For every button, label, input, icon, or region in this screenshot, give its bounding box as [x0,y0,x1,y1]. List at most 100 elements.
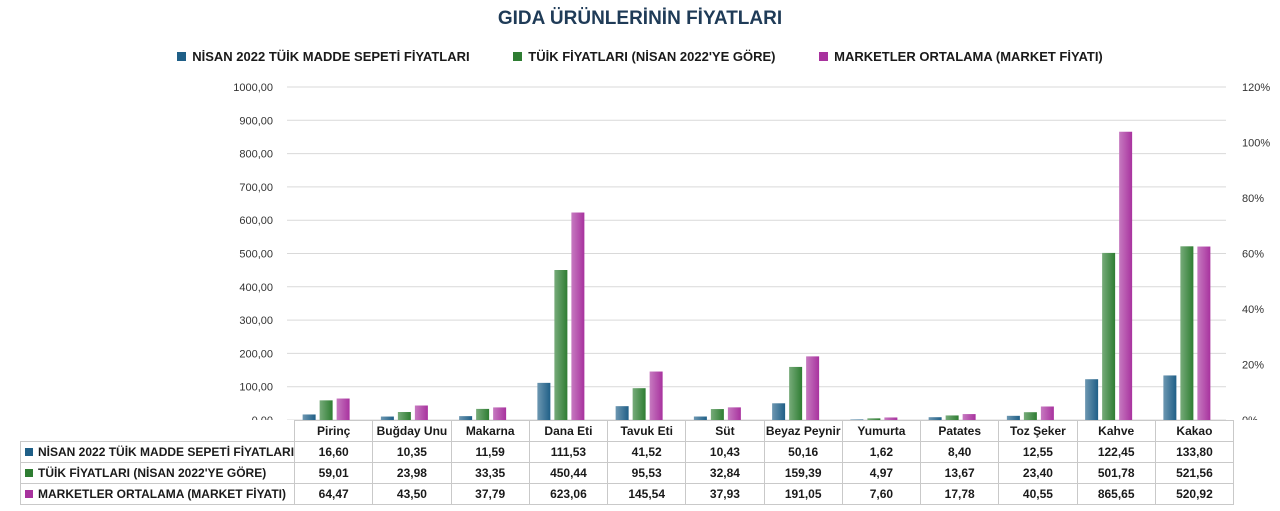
bar-series-1 [615,406,629,420]
bar-series-2 [554,270,568,420]
bar-series-3 [806,356,820,420]
bar-series-1 [459,416,473,420]
category-label: Kahve [1076,420,1156,442]
data-value: 8,40 [920,441,1000,463]
data-value: 122,45 [1076,441,1156,463]
data-value: 145,54 [607,483,687,505]
bar-series-3 [1040,406,1054,420]
y-tick-label: 400,00 [239,282,273,294]
bar-series-2 [1180,246,1194,420]
category-label: Buğday Unu [372,420,452,442]
legend-item-series-2: TÜİK FİYATLARI (NİSAN 2022'YE GÖRE) [513,49,776,64]
data-value: 64,47 [294,483,374,505]
data-value: 12,55 [998,441,1078,463]
secondary-y-axis: 0% 20% 40% 60% 80% 100% 120% [1242,82,1270,420]
category-label: Pirinç [294,420,374,442]
bar-series-2 [710,409,724,420]
series-name: TÜİK FİYATLARI (NİSAN 2022'YE GÖRE) [38,466,267,480]
legend-swatch-series-3 [819,52,829,61]
data-value: 32,84 [685,462,765,484]
bar-series-1 [1085,379,1099,420]
legend-swatch-series-1 [177,52,187,61]
bar-series-3 [1119,131,1133,420]
bar-series-2 [945,415,959,420]
series-name: MARKETLER ORTALAMA (MARKET FİYATI) [38,487,286,501]
legend-swatch-series-2 [513,52,523,61]
category-label: Toz Şeker [998,420,1078,442]
bar-series-3 [962,414,976,420]
bars [302,131,1211,420]
bar-series-1 [302,414,316,420]
bar-series-1 [928,417,942,420]
category-label: Patates [920,420,1000,442]
bar-series-2 [397,412,411,420]
data-value: 111,53 [528,441,609,463]
data-value: 16,60 [294,441,374,463]
bar-series-1 [1006,415,1020,420]
data-value: 4,97 [841,462,922,484]
category-label: Süt [685,420,765,442]
data-value: 40,55 [998,483,1078,505]
table-row: NİSAN 2022 TÜİK MADDE SEPETİ FİYATLARI 16… [19,441,1235,463]
bar-series-2 [1023,412,1037,420]
series-row-label: NİSAN 2022 TÜİK MADDE SEPETİ FİYATLARI [19,441,296,463]
data-value: 159,39 [763,462,843,484]
data-value: 1,62 [841,441,922,463]
category-label: Dana Eti [528,420,609,442]
bar-series-1 [380,416,394,420]
data-value: 521,56 [1154,462,1235,484]
data-value: 191,05 [763,483,843,505]
y-tick-label: 900,00 [239,115,273,127]
bar-series-2 [476,408,490,420]
data-value: 865,65 [1076,483,1156,505]
table-row: MARKETLER ORTALAMA (MARKET FİYATI) 64,47 4… [19,483,1235,505]
y2-tick-label: 20% [1242,360,1264,372]
y-tick-label: 800,00 [239,149,273,161]
data-value: 10,43 [685,441,765,463]
data-value: 13,67 [920,462,1000,484]
bar-chart: 0,00 100,00 200,00 300,00 400,00 500,00 600,00… [233,82,1270,420]
bar-series-1 [1163,375,1177,420]
y-tick-label: 600,00 [239,215,273,227]
y2-tick-label: 120% [1242,82,1270,94]
bar-series-3 [571,212,585,420]
data-value: 37,79 [450,483,530,505]
bar-series-3 [649,371,663,420]
data-value: 59,01 [294,462,374,484]
data-value: 37,93 [685,483,765,505]
bar-series-2 [319,400,333,420]
y-tick-label: 200,00 [239,348,273,360]
data-value: 43,50 [372,483,452,505]
data-value: 23,98 [372,462,452,484]
legend-item-series-3: MARKETLER ORTALAMA (MARKET FİYATI) [819,49,1103,64]
chart-title: GIDA ÜRÜNLERİNİN FİYATLARI [497,8,783,29]
bar-series-1 [772,403,786,420]
series-row-label: MARKETLER ORTALAMA (MARKET FİYATI) [19,483,296,505]
bar-series-3 [727,407,741,420]
y-tick-label: 300,00 [239,315,273,327]
legend-item-series-1: NİSAN 2022 TÜİK MADDE SEPETİ FİYATLARI [177,49,470,64]
table-swatch [25,469,33,477]
table-row: TÜİK FİYATLARI (NİSAN 2022'YE GÖRE) 59,01… [19,462,1235,484]
category-label: Makarna [450,420,530,442]
data-value: 33,35 [450,462,530,484]
category-label: Tavuk Eti [607,420,687,442]
data-value: 7,60 [841,483,922,505]
legend-label-series-1: NİSAN 2022 TÜİK MADDE SEPETİ FİYATLARI [192,49,470,64]
data-table: Pirinç Buğday Unu Makarna Dana Eti Tavuk Eti… [19,420,1235,505]
table-swatch [25,490,33,498]
series-row-label: TÜİK FİYATLARI (NİSAN 2022'YE GÖRE) [19,462,296,484]
y2-tick-label: 100% [1242,138,1270,150]
bar-series-3 [336,398,350,420]
bar-series-3 [884,417,898,420]
y2-tick-label: 80% [1242,193,1264,205]
category-label: Beyaz Peynir [763,420,843,442]
data-value: 11,59 [450,441,530,463]
data-value: 10,35 [372,441,452,463]
y-tick-label: 1000,00 [233,82,273,94]
legend-label-series-2: TÜİK FİYATLARI (NİSAN 2022'YE GÖRE) [528,49,776,64]
bar-series-3 [493,407,507,420]
y-tick-label: 700,00 [239,182,273,194]
data-value: 95,53 [607,462,687,484]
table-corner [21,421,295,442]
